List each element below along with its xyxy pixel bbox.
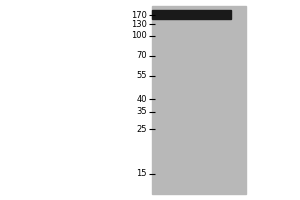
Text: 25: 25: [136, 124, 147, 134]
Text: 70: 70: [136, 51, 147, 60]
Text: 40: 40: [136, 95, 147, 104]
Text: 35: 35: [136, 108, 147, 116]
Text: 55: 55: [136, 72, 147, 80]
Bar: [152, 6, 246, 194]
Text: 15: 15: [136, 170, 147, 178]
Text: 170: 170: [131, 10, 147, 20]
Bar: [152, 10, 231, 19]
Text: 130: 130: [131, 20, 147, 29]
Text: 100: 100: [131, 31, 147, 40]
